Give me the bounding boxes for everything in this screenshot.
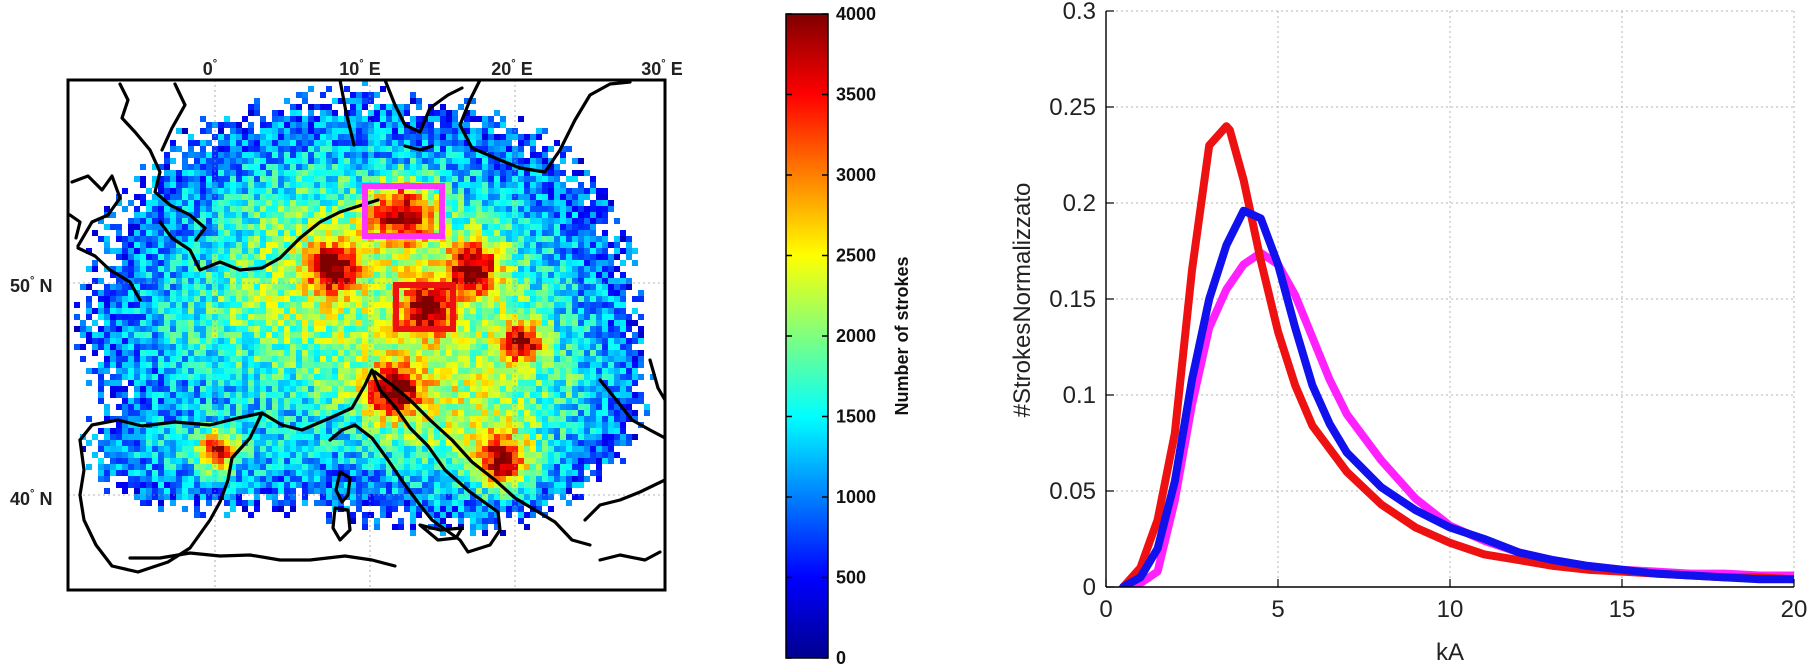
colorbar-tick-label: 2500 <box>836 246 876 266</box>
colorbar-tick-label: 3500 <box>836 85 876 105</box>
x-tick-label: 20 <box>1781 596 1808 623</box>
y-axis-label: #StrokesNormalizzato <box>1009 183 1036 418</box>
lon-label-10: 10° E <box>339 58 380 79</box>
y-tick-label: 0.3 <box>1063 0 1096 25</box>
colorbar-gradient <box>785 13 829 659</box>
y-tick-label: 0.2 <box>1063 190 1096 217</box>
series-line-1 <box>1119 122 1794 587</box>
x-tick-label: 15 <box>1609 596 1636 623</box>
series-line-2 <box>1119 206 1794 587</box>
y-tick-label: 0.1 <box>1063 382 1096 409</box>
lightning-density-heatmap <box>74 80 656 536</box>
lon-label-30: 30° E <box>641 58 682 79</box>
plot-series <box>1119 122 1794 587</box>
colorbar-ticks: 0 500 1000 1500 2000 2500 3000 3500 4000 <box>786 4 876 666</box>
latitude-labels: 50° N 40° N <box>10 275 52 509</box>
lat-label-40: 40° N <box>10 488 52 509</box>
x-axis-label: kA <box>1436 639 1464 666</box>
colorbar-tick-label: 1500 <box>836 407 876 427</box>
line-chart: 0 5 10 15 20 0 0.05 0.1 0.15 0.2 0.25 0.3 kA #Strok… <box>1009 0 1807 666</box>
colorbar-tick-label: 2000 <box>836 326 876 346</box>
colorbar-tick-label: 1000 <box>836 487 876 507</box>
colorbar-tick-label: 500 <box>836 568 866 588</box>
x-tick-label: 10 <box>1437 596 1464 623</box>
north-study-box <box>362 183 445 239</box>
x-tick-label: 5 <box>1271 596 1284 623</box>
lon-label-0: 0° <box>203 58 217 79</box>
y-tick-label: 0.15 <box>1049 286 1096 313</box>
x-tick-label: 0 <box>1099 596 1112 623</box>
colorbar-tick-label: 4000 <box>836 4 876 24</box>
longitude-labels: 0° 10° E 20° E 30° E <box>203 58 683 79</box>
lon-label-20: 20° E <box>491 58 532 79</box>
colorbar-tick-label: 0 <box>836 648 846 666</box>
colorbar-tick-label: 3000 <box>836 165 876 185</box>
y-tick-label: 0.05 <box>1049 478 1096 505</box>
coastlines <box>68 80 665 574</box>
south-study-box <box>393 282 456 332</box>
y-tick-label: 0 <box>1083 574 1096 601</box>
colorbar: 0 500 1000 1500 2000 2500 3000 3500 4000 Number … <box>785 4 912 666</box>
series-line-0 <box>1119 248 1794 587</box>
lat-label-50: 50° N <box>10 275 52 296</box>
plot-axes: 0 5 10 15 20 0 0.05 0.1 0.15 0.2 0.25 0.3 <box>1049 0 1807 623</box>
y-tick-label: 0.25 <box>1049 94 1096 121</box>
map-panel: 0° 10° E 20° E 30° E 50° N 40° N <box>10 58 683 592</box>
colorbar-label: Number of strokes <box>892 256 912 415</box>
map-frame <box>66 78 667 592</box>
